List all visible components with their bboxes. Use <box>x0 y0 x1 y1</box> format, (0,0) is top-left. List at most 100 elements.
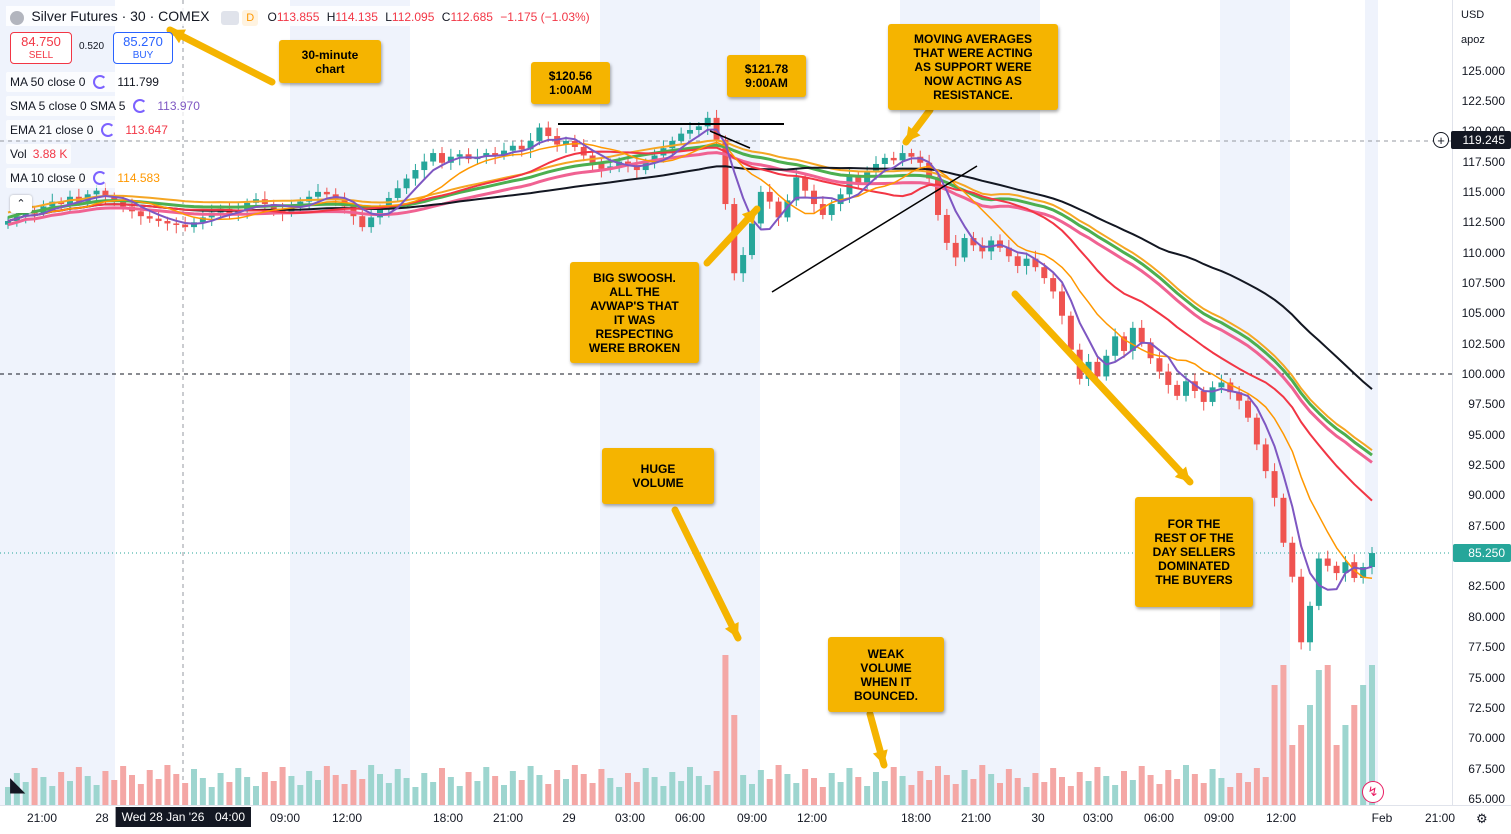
volume-bar <box>625 773 631 805</box>
volume-bar <box>1112 785 1119 805</box>
volume-bar <box>784 774 791 805</box>
tradingview-logo[interactable]: ◣ <box>10 774 26 796</box>
refresh-icon[interactable] <box>93 170 108 185</box>
candle-body <box>563 140 569 145</box>
scale-mode-select[interactable]: apoz <box>1461 34 1485 46</box>
volume-bar <box>350 770 357 805</box>
price-tick-label: 117.500 <box>1462 154 1506 169</box>
candle-body <box>155 218 162 222</box>
volume-bar <box>501 785 507 805</box>
volume-bar <box>1280 665 1287 805</box>
legend-sma5[interactable]: SMA 5 close 0 SMA 5 113.970 <box>6 96 204 116</box>
volume-bar <box>456 786 463 805</box>
candle-body <box>1360 567 1367 578</box>
volume-bar <box>359 779 366 805</box>
eye-icon[interactable] <box>220 10 239 25</box>
price-tick-label: 115.000 <box>1462 184 1506 199</box>
symbol-icon[interactable] <box>10 10 24 25</box>
currency-select[interactable]: USD <box>1461 9 1485 21</box>
volume-bar <box>704 785 711 805</box>
settings-icon[interactable]: ⚙ <box>1476 811 1488 826</box>
session-band <box>290 0 410 805</box>
time-tick-label: 21:00 <box>26 811 58 825</box>
legend-ma10[interactable]: MA 10 close 0 114.583 <box>6 168 164 188</box>
volume-bar <box>288 776 295 805</box>
market-status-badge[interactable]: D <box>242 9 259 26</box>
volume-bar <box>13 773 20 805</box>
candle-body <box>935 178 941 215</box>
candle-body <box>890 157 897 161</box>
volume-bar <box>766 779 773 805</box>
symbol-header: Silver Futures · 30 · COMEX D O113.855 H… <box>6 6 594 26</box>
lightning-icon[interactable]: ↯ <box>1362 781 1384 803</box>
candle-body <box>182 224 189 228</box>
add-alert-icon[interactable]: + <box>1433 132 1449 148</box>
candle-body <box>1165 371 1172 385</box>
candle-body <box>1050 278 1057 292</box>
volume-bar <box>509 771 516 805</box>
candle-body <box>979 245 986 252</box>
ohlc-open: O113.855 <box>267 10 320 24</box>
arrow-30min <box>166 26 276 86</box>
candle-body <box>598 163 605 169</box>
volume-bar <box>120 766 127 805</box>
candle-body <box>740 255 747 274</box>
refresh-icon[interactable] <box>93 74 108 89</box>
candle-body <box>146 216 153 219</box>
candle-body <box>527 140 534 150</box>
candle-body <box>1174 384 1181 396</box>
candle-body <box>943 214 950 243</box>
legend-ema21[interactable]: EMA 21 close 0 113.647 <box>6 120 172 140</box>
sell-button[interactable]: 84.750 SELL <box>10 32 72 64</box>
candle-body <box>952 242 959 258</box>
price-tick-label: 70.000 <box>1468 731 1505 746</box>
volume-bar <box>536 775 543 805</box>
arrow-huge-volume <box>671 506 742 642</box>
volume-bar <box>952 784 959 805</box>
candle-body <box>678 133 685 141</box>
volume-bar <box>439 768 445 805</box>
volume-bar <box>306 771 313 805</box>
buy-button[interactable]: 85.270 BUY <box>113 32 173 64</box>
volume-bar <box>607 778 614 805</box>
candle-body <box>1156 358 1163 372</box>
volume-bar <box>846 768 853 805</box>
volume-bar <box>137 784 144 805</box>
price-tick-label: 67.500 <box>1468 761 1505 776</box>
arrow-sellers-head <box>1174 466 1190 482</box>
candle-body <box>695 126 702 130</box>
refresh-icon[interactable] <box>133 98 148 113</box>
time-tick-label: 21:00 <box>1424 811 1456 825</box>
rising-trendline <box>771 165 978 293</box>
time-tick-label: Wed 28 Jan '26 <box>115 807 211 827</box>
volume-bar <box>102 771 109 805</box>
volume-bar <box>687 767 693 805</box>
price-tick-label: 125.000 <box>1461 63 1505 78</box>
volume-bar <box>802 769 809 805</box>
candle-body <box>722 139 729 205</box>
candle-body <box>1369 553 1375 568</box>
symbol-title[interactable]: Silver Futures · 30 · COMEX <box>31 8 210 24</box>
level-price-tag: 100.000 <box>1453 365 1511 383</box>
candle-body <box>846 174 853 195</box>
volume-bar <box>1156 784 1163 805</box>
price-tick-label: 87.500 <box>1468 518 1505 533</box>
candle-body <box>1289 542 1296 577</box>
volume-bar <box>855 777 862 805</box>
volume-bar <box>261 772 268 805</box>
volume-bar <box>943 775 950 805</box>
volume-bar <box>182 783 189 805</box>
volume-bar <box>208 787 215 805</box>
legend-ma50[interactable]: MA 50 close 0 111.799 <box>6 72 163 92</box>
time-tick-label: 09:00 <box>269 811 301 825</box>
time-axis[interactable] <box>0 805 1511 834</box>
candle-body <box>456 154 463 157</box>
legend-volume[interactable]: Vol 3.88 K <box>6 144 72 164</box>
volume-bar <box>899 776 906 805</box>
volume-bar <box>270 781 277 805</box>
refresh-icon[interactable] <box>101 122 116 137</box>
candle-body <box>1298 576 1305 643</box>
collapse-legend-button[interactable]: ⌃ <box>10 195 32 213</box>
price-tick-label: 77.500 <box>1468 640 1505 655</box>
